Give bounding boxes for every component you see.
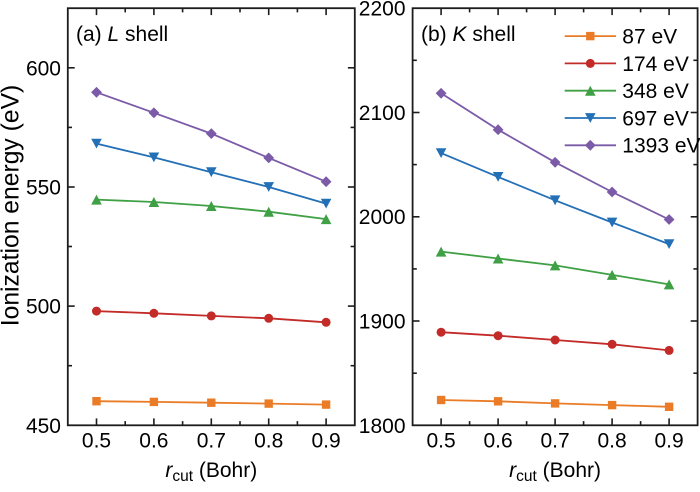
svg-text:1393 eV: 1393 eV [622, 135, 700, 158]
svg-text:500: 500 [26, 296, 61, 319]
svg-text:2200: 2200 [359, 0, 406, 21]
svg-text:rcut (Bohr): rcut (Bohr) [165, 459, 257, 485]
svg-text:0.7: 0.7 [540, 430, 569, 453]
svg-text:2000: 2000 [359, 206, 406, 229]
svg-text:87 eV: 87 eV [622, 26, 677, 49]
svg-text:0.6: 0.6 [483, 430, 512, 453]
svg-text:1800: 1800 [359, 415, 406, 438]
svg-text:348 eV: 348 eV [622, 80, 689, 103]
svg-text:0.5: 0.5 [82, 430, 111, 453]
svg-text:697 eV: 697 eV [622, 107, 689, 130]
svg-text:Ionization energy (eV): Ionization energy (eV) [0, 85, 24, 327]
svg-text:174 eV: 174 eV [622, 53, 689, 76]
svg-text:450: 450 [26, 415, 61, 438]
svg-text:0.8: 0.8 [597, 430, 626, 453]
svg-text:600: 600 [26, 57, 61, 80]
svg-text:0.9: 0.9 [654, 430, 683, 453]
svg-text:2100: 2100 [359, 102, 406, 125]
svg-text:rcut (Bohr): rcut (Bohr) [509, 459, 601, 485]
svg-text:0.6: 0.6 [139, 430, 168, 453]
svg-text:0.8: 0.8 [254, 430, 283, 453]
svg-text:1900: 1900 [359, 311, 406, 334]
svg-text:0.7: 0.7 [197, 430, 226, 453]
svg-text:550: 550 [26, 177, 61, 200]
svg-text:(a) L shell: (a) L shell [76, 23, 168, 46]
svg-text:0.9: 0.9 [311, 430, 340, 453]
svg-text:0.5: 0.5 [426, 430, 455, 453]
svg-text:(b) K shell: (b) K shell [421, 23, 516, 46]
